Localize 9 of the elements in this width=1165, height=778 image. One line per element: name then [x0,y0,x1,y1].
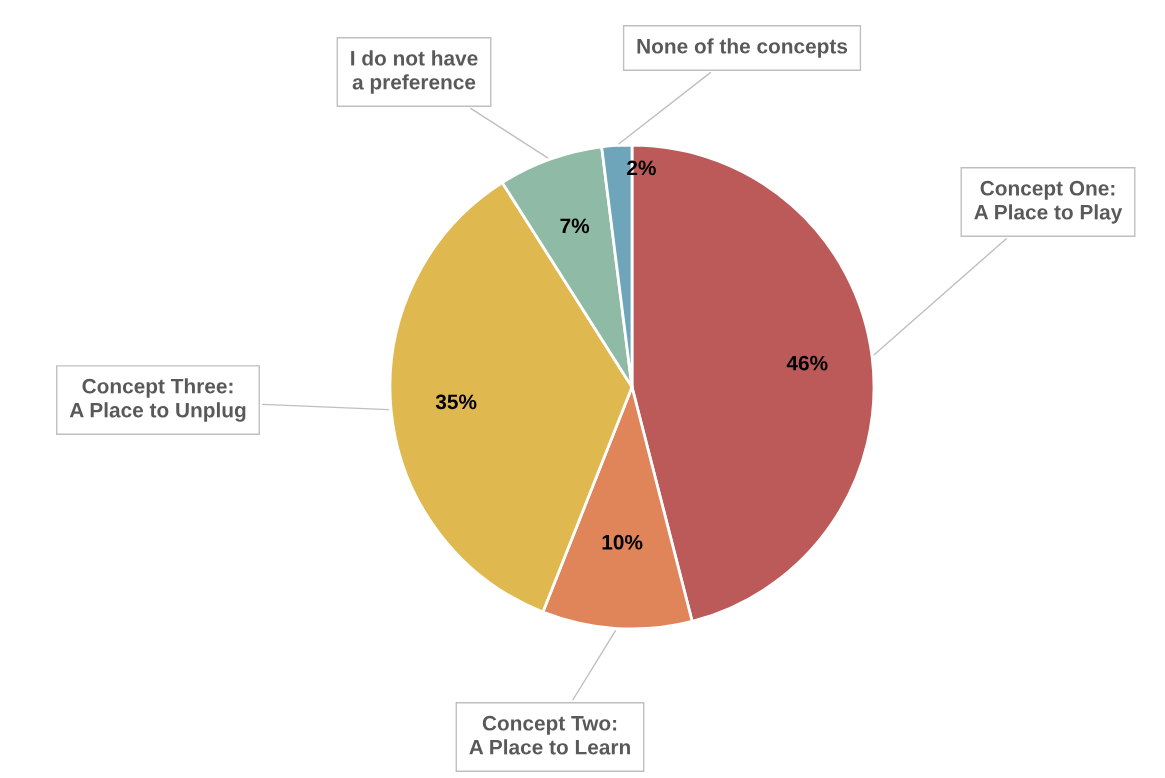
slice-label: Concept Three: A Place to Unplug [69,378,246,422]
data-label: 7% [560,218,590,234]
slice-label: Concept Two: A Place to Learn [469,715,630,755]
data-label: 46% [786,355,828,371]
slice-label: Concept One: A Place to Play [974,180,1123,224]
data-label: 35% [435,394,477,410]
slice-label: I do not have a preference [351,50,478,94]
data-label: 10% [602,534,643,550]
slice-label: None of the concepts [637,38,848,58]
